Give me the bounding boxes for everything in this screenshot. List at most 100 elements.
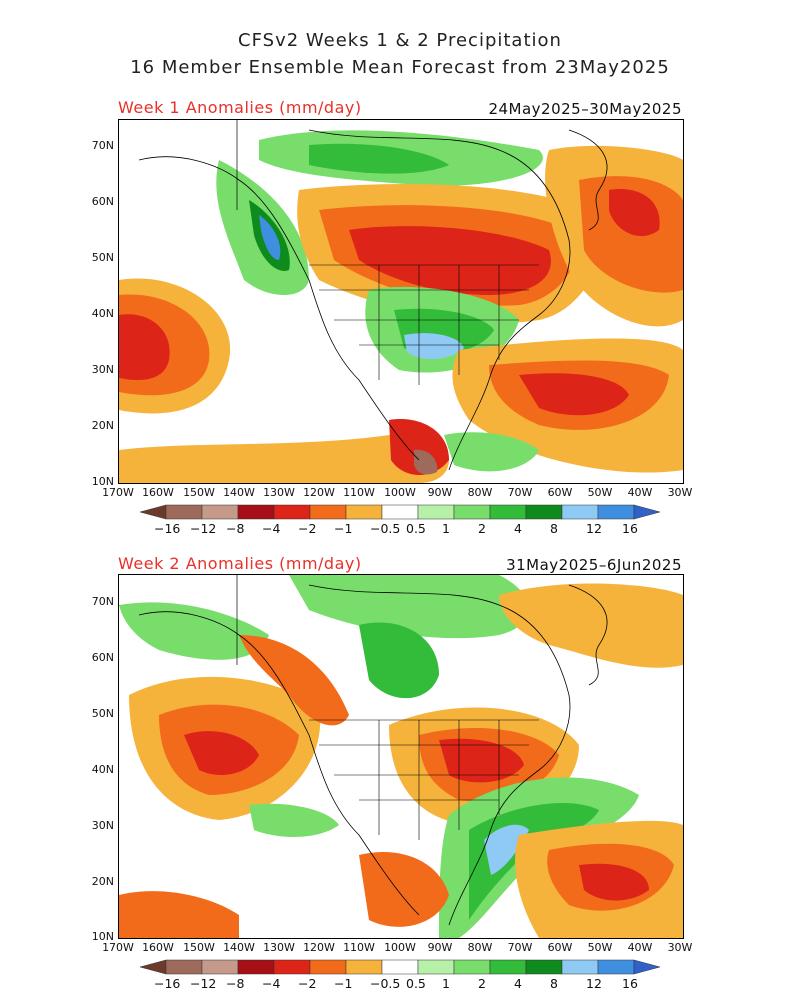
legend-swatch — [597, 959, 635, 975]
lat-label: 60N — [91, 195, 114, 208]
anomaly-region — [119, 314, 170, 381]
legend-swatch — [417, 959, 455, 975]
lat-label: 40N — [91, 763, 114, 776]
legend-swatch — [165, 959, 203, 975]
anomaly-region — [579, 176, 683, 293]
week1-date-range: 24May2025–30May2025 — [488, 100, 682, 118]
legend-swatch — [381, 504, 419, 520]
lon-label: 50W — [587, 486, 613, 499]
legend-label: −8 — [226, 976, 245, 991]
legend-swatch — [561, 959, 599, 975]
legend-label: −12 — [190, 521, 217, 536]
anomaly-region — [439, 738, 524, 783]
lat-label: 40N — [91, 307, 114, 320]
state-borders — [309, 264, 539, 385]
chart-title-line1: CFSv2 Weeks 1 & 2 Precipitation — [238, 30, 562, 51]
lon-label: 130W — [263, 941, 295, 954]
legend-swatch — [237, 504, 275, 520]
lat-label: 50N — [91, 707, 114, 720]
week2-map-svg — [119, 575, 683, 938]
lon-label: 40W — [627, 941, 653, 954]
legend-swatch — [561, 504, 599, 520]
legend-swatch — [165, 504, 203, 520]
lat-label: 20N — [91, 875, 114, 888]
legend-label: −16 — [154, 521, 181, 536]
anomaly-region — [519, 373, 629, 416]
legend-label: 1 — [442, 976, 450, 991]
legend-swatch — [140, 504, 167, 520]
lon-label: 170W — [102, 486, 134, 499]
week1-panel-label: Week 1 Anomalies (mm/day) — [118, 98, 362, 117]
legend-label: −8 — [226, 521, 245, 536]
lon-label: 70W — [507, 941, 533, 954]
anomaly-region — [184, 731, 259, 775]
week2-anomaly-map — [118, 574, 684, 939]
legend-swatch — [309, 959, 347, 975]
anomaly-region — [499, 583, 683, 668]
legend-label: −0.5 — [370, 521, 401, 536]
legend-label: 12 — [586, 521, 602, 536]
lon-label: 150W — [183, 941, 215, 954]
legend-label: 8 — [550, 521, 558, 536]
legend-swatch — [489, 959, 527, 975]
legend-label: −4 — [262, 521, 281, 536]
legend-swatch — [417, 504, 455, 520]
legend-swatch — [633, 959, 660, 975]
anomaly-region — [359, 851, 449, 927]
legend-swatch — [345, 959, 383, 975]
lat-label: 70N — [91, 595, 114, 608]
week2-date-range: 31May2025–6Jun2025 — [506, 556, 682, 574]
lat-label: 20N — [91, 419, 114, 432]
lat-label: 70N — [91, 139, 114, 152]
lon-label: 40W — [627, 486, 653, 499]
lon-label: 100W — [384, 941, 416, 954]
legend-swatch — [489, 504, 527, 520]
week1-legend-labels: −16 −12 −8 −4 −2 −1 −0.5 0.5 1 2 4 8 12 16 — [140, 521, 660, 537]
anomaly-region — [414, 449, 438, 475]
lon-label: 80W — [467, 941, 493, 954]
legend-label: −1 — [334, 976, 353, 991]
legend-label: 0.5 — [406, 521, 426, 536]
anomaly-region — [119, 602, 269, 660]
legend-label: −12 — [190, 976, 217, 991]
anomaly-region — [119, 891, 239, 938]
anomaly-region — [359, 622, 439, 699]
lon-label: 170W — [102, 941, 134, 954]
anomaly-region — [444, 432, 539, 472]
lon-label: 110W — [343, 486, 375, 499]
anomaly-region — [119, 430, 449, 483]
week1-anomaly-map — [118, 119, 684, 484]
legend-label: 0.5 — [406, 976, 426, 991]
lon-label: 80W — [467, 486, 493, 499]
legend-swatch — [453, 959, 491, 975]
state-borders — [309, 719, 539, 840]
lon-label: 130W — [263, 486, 295, 499]
lon-label: 120W — [303, 941, 335, 954]
legend-swatch — [345, 504, 383, 520]
lon-label: 90W — [427, 486, 453, 499]
legend-label: 2 — [478, 521, 486, 536]
coastline — [568, 129, 608, 231]
lon-label: 60W — [547, 941, 573, 954]
legend-swatch — [273, 959, 311, 975]
week2-legend-colorbar — [140, 959, 660, 975]
legend-label: 16 — [622, 521, 638, 536]
legend-label: −2 — [298, 976, 317, 991]
lon-label: 100W — [384, 486, 416, 499]
legend-swatch — [525, 504, 563, 520]
anomaly-region — [484, 824, 529, 875]
anomaly-region — [579, 863, 649, 901]
legend-swatch — [237, 959, 275, 975]
coastline — [308, 584, 571, 926]
lon-label: 30W — [667, 941, 693, 954]
legend-label: 12 — [586, 976, 602, 991]
legend-swatch — [140, 959, 167, 975]
legend-label: 2 — [478, 976, 486, 991]
lat-label: 10N — [91, 930, 114, 943]
lon-label: 120W — [303, 486, 335, 499]
anomaly-region — [309, 143, 449, 174]
legend-swatch — [633, 504, 660, 520]
anomaly-region — [349, 226, 551, 295]
legend-swatch — [201, 504, 239, 520]
legend-swatch — [525, 959, 563, 975]
